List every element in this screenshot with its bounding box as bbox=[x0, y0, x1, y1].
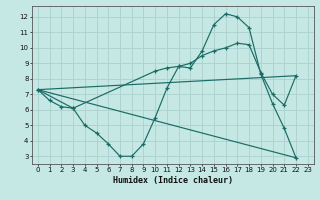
X-axis label: Humidex (Indice chaleur): Humidex (Indice chaleur) bbox=[113, 176, 233, 185]
